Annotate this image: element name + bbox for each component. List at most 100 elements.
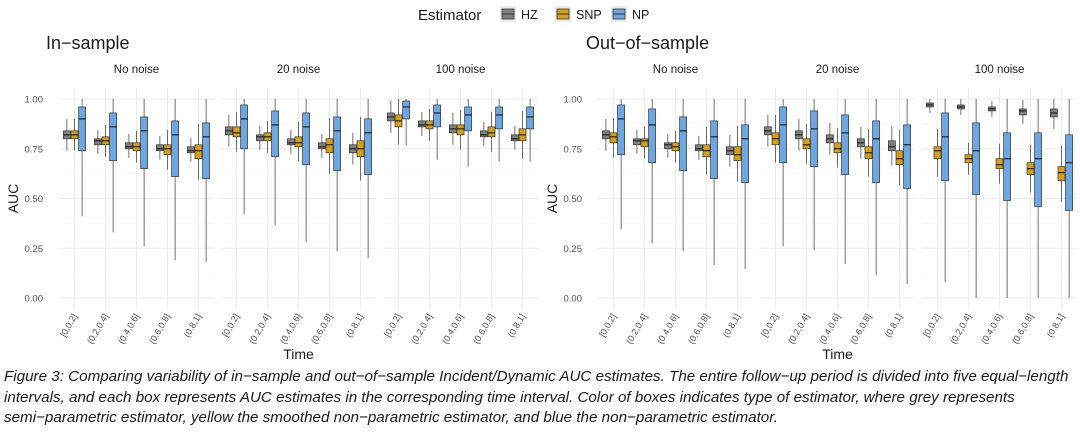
x-tick-label: (0.2,0.4] [786,312,811,346]
box-np [240,104,248,150]
box-np [872,120,880,183]
x-tick-label: (0.2,0.4] [85,312,110,346]
figure-caption: Figure 3: Comparing variability of in−sa… [4,368,1069,426]
x-tick-label: (0.2,0.4] [624,312,649,346]
box-snp [995,158,1004,169]
legend-label-hz: HZ [521,8,538,22]
facet-strip-label: 100 noise [975,64,1025,76]
box-np [710,120,718,179]
x-tick-label: (0.2,0.4] [948,312,973,346]
box-np [271,110,279,158]
box-np [810,110,818,168]
box-np [679,116,687,171]
x-tick-label: (0.4,0.6] [440,312,465,346]
x-tick-label: (0.2,0.4] [247,312,272,346]
x-tick-label: (0.6,0.8] [471,312,496,346]
box-np [941,112,949,181]
x-tick-label: (0.6,0.8] [1010,312,1035,346]
box-np [433,104,441,128]
legend-label-snp: SNP [576,8,602,22]
x-tick-label: [0,0.2] [58,312,79,339]
box-snp [194,144,203,160]
box-np [140,116,148,170]
box-hz [156,144,164,152]
panel-title: In−sample [46,33,130,53]
box-hz [664,142,672,150]
x-tick-label: [0,0.2] [921,312,942,339]
box-np [495,106,503,130]
facet-strip-label: 20 noise [277,64,320,76]
box-np [402,100,410,120]
box-np [78,106,86,152]
box-snp [487,126,496,138]
y-tick-label: 0.50 [564,194,583,205]
y-tick-label: 1.00 [25,95,44,106]
x-tick-label: (0.8,1] [1045,312,1066,339]
box-hz [125,142,133,150]
y-tick-label: 1.00 [564,95,583,106]
x-tick-label: (0.8,1] [182,312,203,339]
facet-strip-label: 20 noise [816,64,859,76]
box-np [741,124,749,183]
x-tick-label: (0.8,1] [506,312,527,339]
box-snp [640,138,649,148]
box-snp [1057,166,1066,181]
box-hz [480,130,488,138]
x-tick-label: [0,0.2] [382,312,403,339]
y-tick-label: 0.25 [564,244,583,255]
y-axis-label: AUC [544,184,560,214]
box-np [1065,134,1073,211]
box-np [202,122,210,179]
box-np [617,104,625,156]
box-np [779,106,787,164]
x-tick-label: (0.8,1] [883,312,904,339]
box-snp [895,150,904,166]
box-np [1034,132,1042,207]
box-hz [1019,108,1027,116]
y-tick-label: 0.50 [25,194,44,205]
x-tick-label: (0.4,0.6] [116,312,141,346]
y-axis-label: AUC [5,184,21,214]
box-hz [287,138,295,146]
box-np [526,106,534,130]
box-snp [232,126,241,138]
x-tick-label: (0.6,0.8] [309,312,334,346]
panel-title: Out−of−sample [586,33,709,53]
box-np [648,108,656,164]
facet-strip-label: 100 noise [436,64,486,76]
box-hz [888,140,896,152]
box-snp [163,144,172,156]
box-np [841,114,849,175]
x-tick-label: (0.4,0.6] [655,312,680,346]
legend-label-np: NP [632,8,649,22]
box-hz [418,120,426,128]
x-tick-label: (0.4,0.6] [278,312,303,346]
x-tick-label: [0,0.2] [759,312,780,339]
x-tick-label: (0.6,0.8] [147,312,172,346]
box-np [903,124,911,189]
box-np [364,118,372,175]
box-hz [256,134,264,142]
box-snp [833,142,842,154]
x-tick-label: [0,0.2] [220,312,241,339]
chart-figure: Estimator HZ SNP NP In−sample AUC 0.00 0.25 0.50… [5,6,1077,362]
box-snp [733,146,742,162]
facet-strip-label: No noise [114,64,159,76]
box-hz [633,138,641,146]
box-np [333,116,341,171]
box-hz [187,146,195,154]
box-np [464,106,472,132]
x-tick-label: (0.6,0.8] [848,312,873,346]
y-tick-label: 0.25 [25,244,44,255]
y-tick-label: 0.00 [25,294,44,305]
chart-svg: Estimator HZ SNP NP In−sample AUC 0.00 0.25 0.50… [5,6,1077,362]
box-hz [94,138,102,146]
x-axis-label: Time [822,346,853,360]
box-snp [802,138,811,150]
box-np [109,112,117,162]
box-snp [456,124,465,136]
x-tick-label: (0.4,0.6] [979,312,1004,346]
box-snp [933,146,942,160]
box-np [1003,132,1011,201]
x-axis-label: Time [283,346,314,360]
